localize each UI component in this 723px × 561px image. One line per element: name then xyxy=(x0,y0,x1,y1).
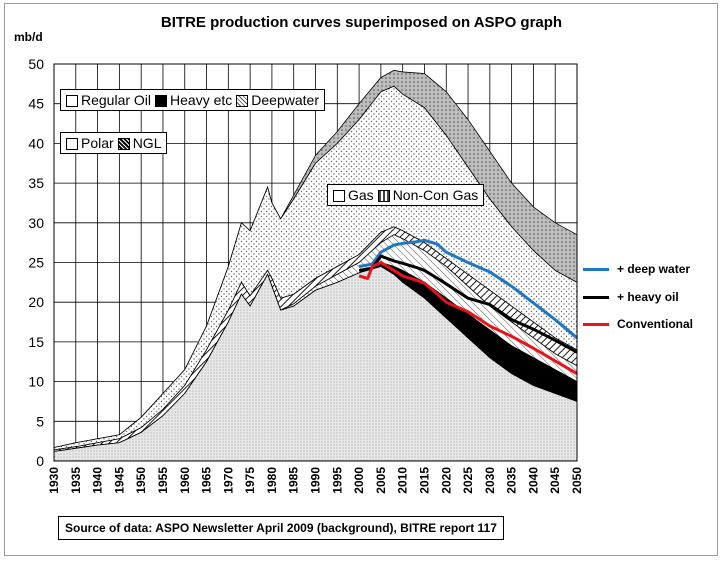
x-tick-label: 1970 xyxy=(221,467,235,494)
x-tick-label: 1950 xyxy=(134,467,148,494)
x-tick-label: 1990 xyxy=(309,467,323,494)
y-tick-label: 15 xyxy=(28,334,44,350)
x-tick-label: 2035 xyxy=(505,467,519,494)
legend-row-1: Regular Oil Heavy etc Deepwater xyxy=(60,89,325,111)
x-tick-label: 1980 xyxy=(265,467,279,494)
x-tick-label: 1965 xyxy=(200,467,214,494)
black-line-icon xyxy=(583,295,609,299)
legend-item-regular-oil: Regular Oil xyxy=(66,92,151,108)
legend-deep-water: + deep water xyxy=(583,262,690,276)
x-tick-label: 2005 xyxy=(374,467,388,494)
legend-item-polar: Polar xyxy=(66,135,114,151)
source-note: Source of data: ASPO Newsletter April 20… xyxy=(58,516,504,540)
blue-line-icon xyxy=(583,267,609,271)
legend-row-2: Polar NGL xyxy=(60,132,168,154)
x-tick-label: 2050 xyxy=(570,467,584,494)
x-tick-label: 2025 xyxy=(461,467,475,494)
x-tick-label: 1945 xyxy=(112,467,126,494)
y-tick-label: 20 xyxy=(28,294,44,310)
x-tick-label: 1930 xyxy=(47,467,61,494)
x-tick-label: 2030 xyxy=(483,467,497,494)
x-tick-label: 2020 xyxy=(439,467,453,494)
legend-conventional: Conventional xyxy=(583,317,693,331)
plot-border xyxy=(53,63,578,462)
y-tick-label: 0 xyxy=(36,453,44,469)
hatched-swatch-icon xyxy=(236,95,249,108)
series-line-0 xyxy=(358,238,578,340)
y-tick-label: 40 xyxy=(28,135,44,151)
y-tick-label: 45 xyxy=(28,96,44,112)
chart-title: BITRE production curves superimposed on … xyxy=(160,14,563,31)
x-tick-label: 1975 xyxy=(243,467,257,494)
x-tick-label: 1985 xyxy=(287,467,301,494)
black-swatch-icon xyxy=(155,95,168,108)
y-tick-label: 30 xyxy=(28,215,44,231)
x-tick-label: 2045 xyxy=(548,467,562,494)
y-tick-label: 50 xyxy=(28,56,44,72)
x-tick-label: 2015 xyxy=(417,467,431,494)
y-tick-label: 5 xyxy=(36,413,44,429)
x-tick-label: 1955 xyxy=(156,467,170,494)
series-lines xyxy=(358,238,578,375)
blank-swatch-icon xyxy=(333,190,345,203)
y-tick-label: 35 xyxy=(28,175,44,191)
legend-row-3: Gas Non-Con Gas xyxy=(327,184,485,206)
y-axis-unit-label: mb/d xyxy=(14,30,43,44)
y-tick-label: 25 xyxy=(28,255,44,271)
x-tick-label: 2040 xyxy=(526,467,540,494)
x-tick-label: 1940 xyxy=(91,467,105,494)
y-tick-label: 10 xyxy=(28,374,44,390)
legend-item-gas: Gas xyxy=(333,187,374,203)
x-tick-label: 1935 xyxy=(69,467,83,494)
series-line-2 xyxy=(358,261,578,375)
x-tick-label: 1960 xyxy=(178,467,192,494)
legend-item-deepwater: Deepwater xyxy=(236,92,319,108)
x-tick-label: 2010 xyxy=(396,467,410,494)
legend-item-ngl: NGL xyxy=(117,135,161,151)
legend-heavy-oil: + heavy oil xyxy=(583,290,679,304)
legend-item-non-con-gas: Non-Con Gas xyxy=(377,187,478,203)
x-tick-label: 1995 xyxy=(330,467,344,494)
legend-item-heavy-etc: Heavy etc xyxy=(155,92,232,108)
blank-swatch-icon xyxy=(66,138,78,151)
dotted-swatch-icon xyxy=(66,95,78,108)
dense-hatch-swatch-icon xyxy=(117,138,130,151)
series-line-1 xyxy=(358,254,578,354)
x-tick-label: 2000 xyxy=(352,467,366,494)
red-line-icon xyxy=(583,322,609,326)
checkered-swatch-icon xyxy=(377,190,390,203)
